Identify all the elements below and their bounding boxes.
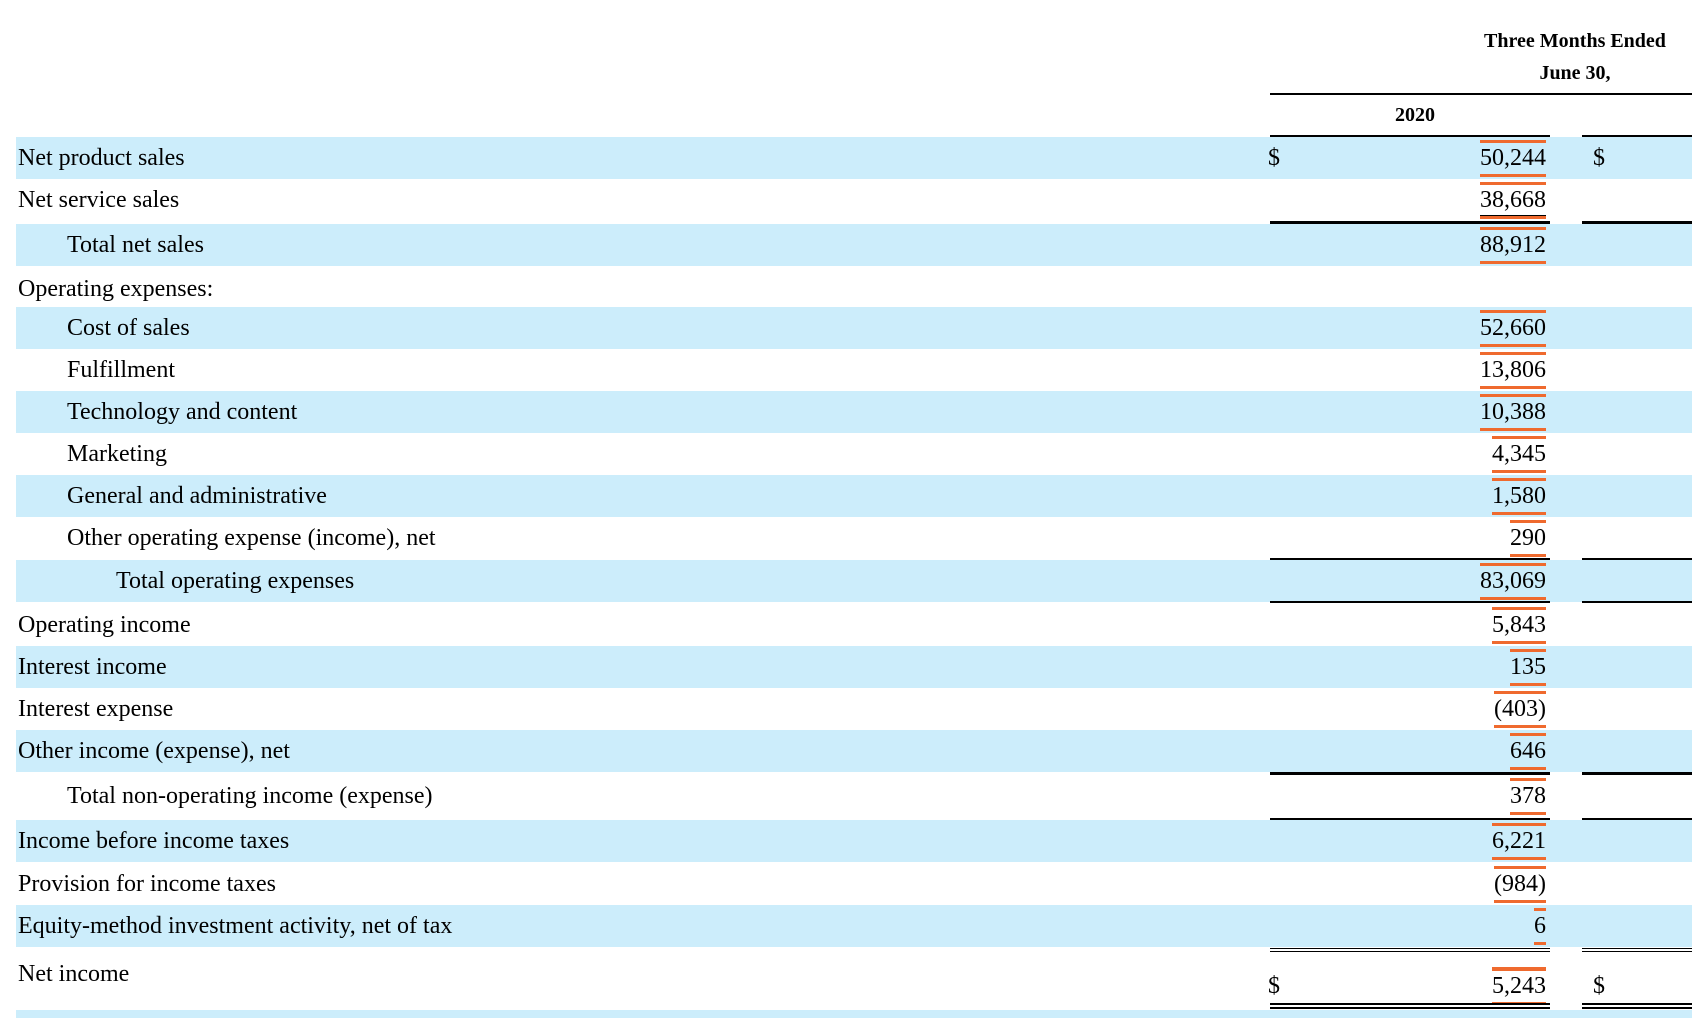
grand-total-rule bbox=[1270, 948, 1550, 952]
row-value: 1,580 bbox=[1492, 478, 1546, 515]
row-value: 4,345 bbox=[1492, 436, 1546, 473]
row-value: 646 bbox=[1510, 733, 1546, 770]
row-label: Equity-method investment activity, net o… bbox=[18, 913, 453, 939]
row-value: 6 bbox=[1534, 908, 1546, 945]
row-operating-income: Operating income 5,843 bbox=[16, 604, 1692, 646]
bottom-shade-strip bbox=[16, 1010, 1692, 1018]
row-label: Other income (expense), net bbox=[18, 738, 290, 764]
row-general-and-administrative: General and administrative 1,580 bbox=[16, 475, 1692, 517]
currency-symbol: $ bbox=[1268, 145, 1280, 171]
row-net-service-sales: Net service sales 38,668 bbox=[16, 179, 1692, 221]
currency-symbol: $ bbox=[1268, 973, 1280, 999]
total-rule bbox=[1270, 818, 1550, 820]
row-cost-of-sales: Cost of sales 52,660 bbox=[16, 307, 1692, 349]
row-value: (984) bbox=[1494, 866, 1546, 903]
row-other-income-expense: Other income (expense), net 646 bbox=[16, 730, 1692, 772]
row-value: 378 bbox=[1510, 778, 1546, 815]
row-interest-income: Interest income 135 bbox=[16, 646, 1692, 688]
row-interest-expense: Interest expense (403) bbox=[16, 688, 1692, 730]
row-label: Operating expenses: bbox=[18, 276, 214, 302]
row-label: Cost of sales bbox=[67, 315, 190, 341]
header-rule bbox=[1270, 93, 1692, 95]
row-value: 88,912 bbox=[1480, 227, 1546, 264]
currency-symbol-prior: $ bbox=[1593, 145, 1605, 171]
row-label: Total operating expenses bbox=[116, 568, 355, 594]
total-rule-prior bbox=[1582, 601, 1692, 603]
row-label: Net income bbox=[18, 961, 130, 987]
row-value: 135 bbox=[1510, 649, 1546, 686]
row-value: 5,243 bbox=[1492, 965, 1546, 1007]
row-label: Interest expense bbox=[18, 696, 174, 722]
row-value: 5,843 bbox=[1492, 607, 1546, 644]
row-value: 6,221 bbox=[1492, 823, 1546, 860]
row-total-operating-expenses: Total operating expenses 83,069 bbox=[16, 560, 1692, 602]
row-label: Provision for income taxes bbox=[18, 871, 276, 897]
row-net-income: Net income $ 5,243 $ bbox=[16, 953, 1692, 1005]
row-provision-for-taxes: Provision for income taxes (984) bbox=[16, 863, 1692, 905]
row-income-before-taxes: Income before income taxes 6,221 bbox=[16, 820, 1692, 862]
row-total-non-operating: Total non-operating income (expense) 378 bbox=[16, 775, 1692, 817]
year-rule-right bbox=[1582, 135, 1692, 137]
row-equity-method-activity: Equity-method investment activity, net o… bbox=[16, 905, 1692, 947]
closing-double-rule bbox=[1270, 1003, 1550, 1009]
row-label: General and administrative bbox=[67, 483, 327, 509]
row-value: 290 bbox=[1510, 520, 1546, 557]
year-rule-left bbox=[1270, 135, 1550, 137]
closing-double-rule-prior bbox=[1582, 1003, 1692, 1009]
subtotal-rule-prior bbox=[1582, 221, 1692, 224]
subtotal-rule-prior bbox=[1582, 772, 1692, 775]
row-value: (403) bbox=[1494, 691, 1546, 728]
row-value: 50,244 bbox=[1480, 140, 1546, 177]
row-label: Total net sales bbox=[67, 232, 204, 258]
row-value: 52,660 bbox=[1480, 310, 1546, 347]
row-label: Income before income taxes bbox=[18, 828, 290, 854]
total-rule bbox=[1270, 601, 1550, 603]
row-other-operating-expense: Other operating expense (income), net 29… bbox=[16, 517, 1692, 559]
row-label: Technology and content bbox=[67, 399, 298, 425]
row-value: 83,069 bbox=[1480, 563, 1546, 600]
subtotal-rule-prior bbox=[1582, 558, 1692, 560]
subtotal-rule bbox=[1270, 772, 1550, 775]
subtotal-rule bbox=[1270, 558, 1550, 560]
row-fulfillment: Fulfillment 13,806 bbox=[16, 349, 1692, 391]
row-label: Other operating expense (income), net bbox=[67, 525, 436, 551]
subtotal-rule bbox=[1270, 221, 1550, 224]
period-header-line2: June 30, bbox=[1539, 62, 1611, 84]
row-label: Operating income bbox=[18, 612, 191, 638]
row-total-net-sales: Total net sales 88,912 bbox=[16, 224, 1692, 266]
row-label: Net service sales bbox=[18, 187, 180, 213]
row-value: 10,388 bbox=[1480, 394, 1546, 431]
row-operating-expenses-heading: Operating expenses: bbox=[16, 268, 1692, 310]
row-label: Marketing bbox=[67, 441, 167, 467]
grand-total-rule-prior bbox=[1582, 948, 1692, 952]
currency-symbol-prior: $ bbox=[1593, 973, 1605, 999]
row-net-product-sales: Net product sales $ 50,244 $ bbox=[16, 137, 1692, 179]
row-label: Net product sales bbox=[18, 145, 185, 171]
row-marketing: Marketing 4,345 bbox=[16, 433, 1692, 475]
row-label: Total non-operating income (expense) bbox=[67, 783, 433, 809]
total-rule-prior bbox=[1582, 818, 1692, 820]
row-technology-and-content: Technology and content 10,388 bbox=[16, 391, 1692, 433]
row-label: Interest income bbox=[18, 654, 167, 680]
row-value: 38,668 bbox=[1480, 179, 1546, 221]
row-value: 13,806 bbox=[1480, 352, 1546, 389]
year-header: 2020 bbox=[1395, 104, 1435, 126]
row-label: Fulfillment bbox=[67, 357, 175, 383]
period-header-line1: Three Months Ended bbox=[1484, 30, 1666, 52]
